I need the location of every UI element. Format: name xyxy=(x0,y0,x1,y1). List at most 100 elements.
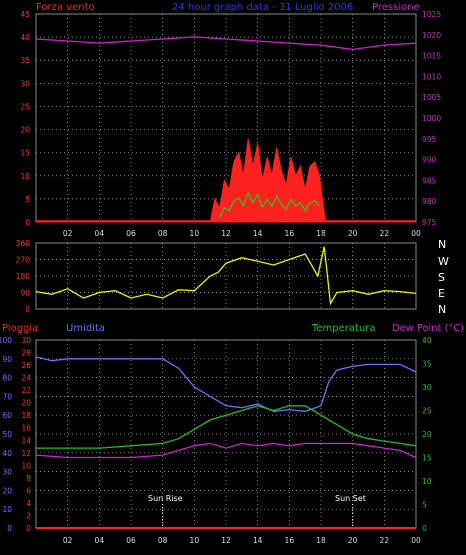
x-tick-label-bottom: 14 xyxy=(253,536,263,545)
humidity-tick-label: 70 xyxy=(2,392,12,401)
temperature-tick-label: 40 xyxy=(422,336,432,345)
x-tick-label-bottom: 04 xyxy=(95,536,105,545)
rain-tick-label: 14 xyxy=(21,436,31,445)
wind-tick-label: 5 xyxy=(25,195,30,204)
compass-w: W xyxy=(438,255,449,268)
rain-tick-label: 16 xyxy=(21,424,31,433)
pressure-tick-label: 1015 xyxy=(422,52,441,61)
direction-series-line xyxy=(35,246,417,306)
x-tick-label-top: 06 xyxy=(126,229,136,238)
compass-e: E xyxy=(438,287,445,300)
x-tick-label-top: 08 xyxy=(158,229,168,238)
pressure-tick-label: 1020 xyxy=(422,31,441,40)
wind-tick-label: 15 xyxy=(20,149,30,158)
compass-n-bottom: N xyxy=(438,303,446,316)
wind-tick-label: 35 xyxy=(20,56,30,65)
x-tick-label-top: 14 xyxy=(253,229,263,238)
direction-tick-label: 360 xyxy=(16,239,31,248)
humidity-tick-label: 60 xyxy=(2,411,12,420)
pressure-tick-label: 980 xyxy=(422,197,437,206)
rain-tick-label: 6 xyxy=(26,486,31,495)
temperature-series-line xyxy=(36,405,417,449)
direction-tick-label: 90 xyxy=(20,289,30,298)
pressure-tick-label: 1025 xyxy=(422,10,441,19)
x-tick-label-top: 12 xyxy=(221,229,231,238)
wind-tick-label: 25 xyxy=(20,102,30,111)
pressure-tick-label: 985 xyxy=(422,176,437,185)
humidity-tick-label: 80 xyxy=(2,374,12,383)
compass-s: S xyxy=(438,271,445,284)
rain-tick-label: 26 xyxy=(21,361,31,370)
rain-label: Pioggia xyxy=(2,323,38,334)
direction-tick-label: 0 xyxy=(25,305,30,314)
humidity-tick-label: 90 xyxy=(2,355,12,364)
sunrise-label: Sun Rise xyxy=(148,494,183,503)
wind-tick-label: 30 xyxy=(20,79,30,88)
pressure-tick-label: 975 xyxy=(422,218,437,227)
x-tick-label-bottom: 10 xyxy=(190,536,200,545)
rain-tick-label: 30 xyxy=(21,336,31,345)
x-tick-label-top: 22 xyxy=(380,229,390,238)
rain-tick-label: 8 xyxy=(26,474,31,483)
temperature-label: Temperatura xyxy=(311,323,376,334)
rain-tick-label: 4 xyxy=(26,499,31,508)
x-tick-label-top: 20 xyxy=(348,229,358,238)
axis-labels-layer: 0202040406060808101012121414161618182020… xyxy=(0,10,441,545)
x-tick-label-bottom: 16 xyxy=(285,536,295,545)
rain-tick-label: 2 xyxy=(26,511,31,520)
temperature-tick-label: 35 xyxy=(422,360,432,369)
humidity-tick-label: 100 xyxy=(0,336,12,345)
x-tick-label-top: 10 xyxy=(190,229,200,238)
pressure-axis-title: Pressione xyxy=(372,2,420,13)
series-layer xyxy=(35,36,417,529)
wind-average-line xyxy=(219,191,320,218)
chart-title: 24 hour graph data - 31 Luglio 2006 xyxy=(172,2,353,13)
x-tick-label-top: 04 xyxy=(95,229,105,238)
temperature-tick-label: 25 xyxy=(422,407,432,416)
x-tick-label-bottom: 20 xyxy=(348,536,358,545)
humidity-tick-label: 0 xyxy=(7,524,12,533)
temperature-tick-label: 10 xyxy=(422,477,432,486)
x-tick-label-top: 00 xyxy=(411,229,421,238)
humidity-tick-label: 20 xyxy=(2,486,12,495)
wind-tick-label: 20 xyxy=(20,126,30,135)
pressure-tick-label: 1010 xyxy=(422,72,441,81)
wind-tick-label: 0 xyxy=(25,218,30,227)
grid-layer xyxy=(36,14,416,528)
humidity-tick-label: 10 xyxy=(2,505,12,514)
rain-tick-label: 22 xyxy=(21,386,31,395)
x-tick-label-top: 16 xyxy=(285,229,295,238)
x-tick-label-top: 02 xyxy=(63,229,73,238)
compass-labels: N W S E N xyxy=(438,238,449,316)
direction-tick-label: 180 xyxy=(16,272,31,281)
direction-tick-label: 270 xyxy=(16,256,31,265)
rain-tick-label: 10 xyxy=(21,461,31,470)
x-tick-label-top: 18 xyxy=(316,229,326,238)
x-tick-label-bottom: 12 xyxy=(221,536,231,545)
pressure-tick-label: 1005 xyxy=(422,93,441,102)
x-tick-label-bottom: 06 xyxy=(126,536,136,545)
wind-tick-label: 10 xyxy=(20,172,30,181)
x-tick-label-bottom: 22 xyxy=(380,536,390,545)
humidity-label: Umidita xyxy=(66,323,105,334)
rain-tick-label: 12 xyxy=(21,449,31,458)
x-tick-label-bottom: 00 xyxy=(411,536,421,545)
humidity-tick-label: 40 xyxy=(2,449,12,458)
x-tick-label-bottom: 18 xyxy=(316,536,326,545)
pressure-tick-label: 1000 xyxy=(422,114,441,123)
temperature-tick-label: 30 xyxy=(422,383,432,392)
pressure-tick-label: 995 xyxy=(422,135,437,144)
wind-tick-label: 40 xyxy=(20,33,30,42)
dewpoint-series-line xyxy=(35,442,417,459)
compass-n-top: N xyxy=(438,238,446,251)
x-tick-label-bottom: 08 xyxy=(158,536,168,545)
x-tick-label-bottom: 02 xyxy=(63,536,73,545)
wind-tick-label: 45 xyxy=(20,10,30,19)
temperature-tick-label: 5 xyxy=(422,501,427,510)
pressure-tick-label: 990 xyxy=(422,156,437,165)
wind-axis-title: Forza vento xyxy=(36,2,95,13)
rain-tick-label: 28 xyxy=(21,349,31,358)
rain-tick-label: 20 xyxy=(21,399,31,408)
sunset-label: Sun Set xyxy=(335,494,366,503)
